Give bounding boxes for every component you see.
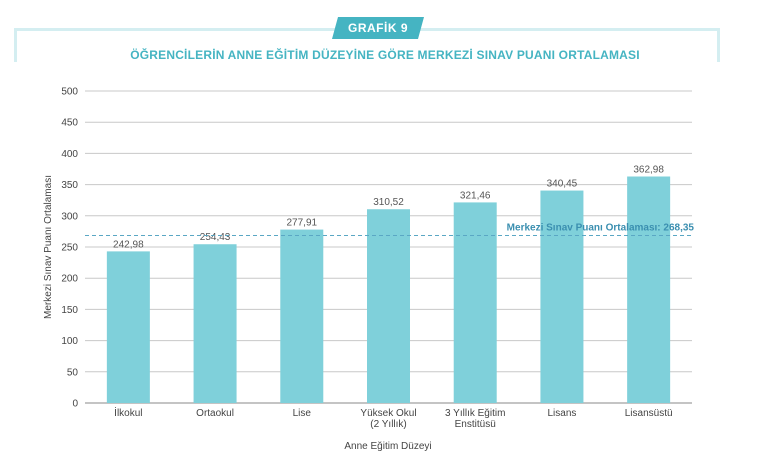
bar — [367, 209, 410, 403]
bar — [193, 244, 237, 403]
bar — [540, 190, 584, 403]
y-tick-label: 500 — [61, 87, 78, 98]
y-tick-label: 150 — [61, 305, 78, 316]
x-tick-label: Ortaokul — [196, 408, 234, 419]
bar-value-label: 277,91 — [286, 218, 317, 229]
bar-value-label: 340,45 — [547, 179, 578, 190]
bar-value-label: 362,98 — [633, 165, 664, 176]
bar-value-label: 321,46 — [460, 190, 491, 201]
y-tick-label: 400 — [61, 149, 78, 160]
chart-badge: GRAFİK 9 — [332, 17, 424, 39]
x-tick-label: Lisans — [547, 408, 576, 419]
bar-value-label: 254,43 — [200, 232, 231, 243]
y-tick-label: 100 — [61, 336, 78, 347]
bar — [280, 229, 324, 403]
value-labels: 242,98 254,43 277,91 310,52 321,46 340,45 362,… — [113, 165, 664, 251]
x-tick-label: (2 Yıllık) — [370, 419, 407, 430]
bar-value-label: 242,98 — [113, 239, 144, 250]
x-tick-label: Lisansüstü — [625, 408, 673, 419]
chart-title: ÖĞRENCİLERİN ANNE EĞİTİM DÜZEYİNE GÖRE M… — [130, 48, 640, 62]
bar-value-label: 310,52 — [373, 197, 404, 208]
bar — [106, 251, 150, 403]
x-axis-label: Anne Eğitim Düzeyi — [344, 441, 431, 452]
x-tick-label: Lise — [293, 408, 312, 419]
y-tick-label: 0 — [72, 399, 78, 410]
x-tick-label: Yüksek Okul — [360, 408, 416, 419]
y-axis-ticks: 0 50 100 150 200 250 300 350 400 450 500 — [61, 87, 78, 410]
average-reference-label: Merkezi Sınav Puanı Ortalaması: 268,35 — [507, 223, 695, 234]
x-tick-label: Enstitüsü — [455, 419, 496, 430]
reference-line-group: Merkezi Sınav Puanı Ortalaması: 268,35 — [85, 223, 695, 237]
y-axis-label: Merkezi Sınav Puanı Ortalaması — [43, 175, 54, 319]
x-axis-ticks: İlkokul Ortaokul Lise Yüksek Okul(2 Yıllık)… — [114, 406, 672, 430]
y-tick-label: 350 — [61, 180, 78, 191]
bars — [106, 176, 671, 403]
y-tick-label: 250 — [61, 243, 78, 254]
y-tick-label: 50 — [67, 367, 79, 378]
y-tick-label: 450 — [61, 118, 78, 129]
bar — [627, 176, 671, 403]
y-tick-label: 200 — [61, 274, 78, 285]
x-tick-label: 3 Yıllık Eğitim — [445, 408, 505, 419]
x-tick-label: İlkokul — [114, 406, 142, 419]
bar — [453, 202, 497, 403]
y-tick-label: 300 — [61, 211, 78, 222]
